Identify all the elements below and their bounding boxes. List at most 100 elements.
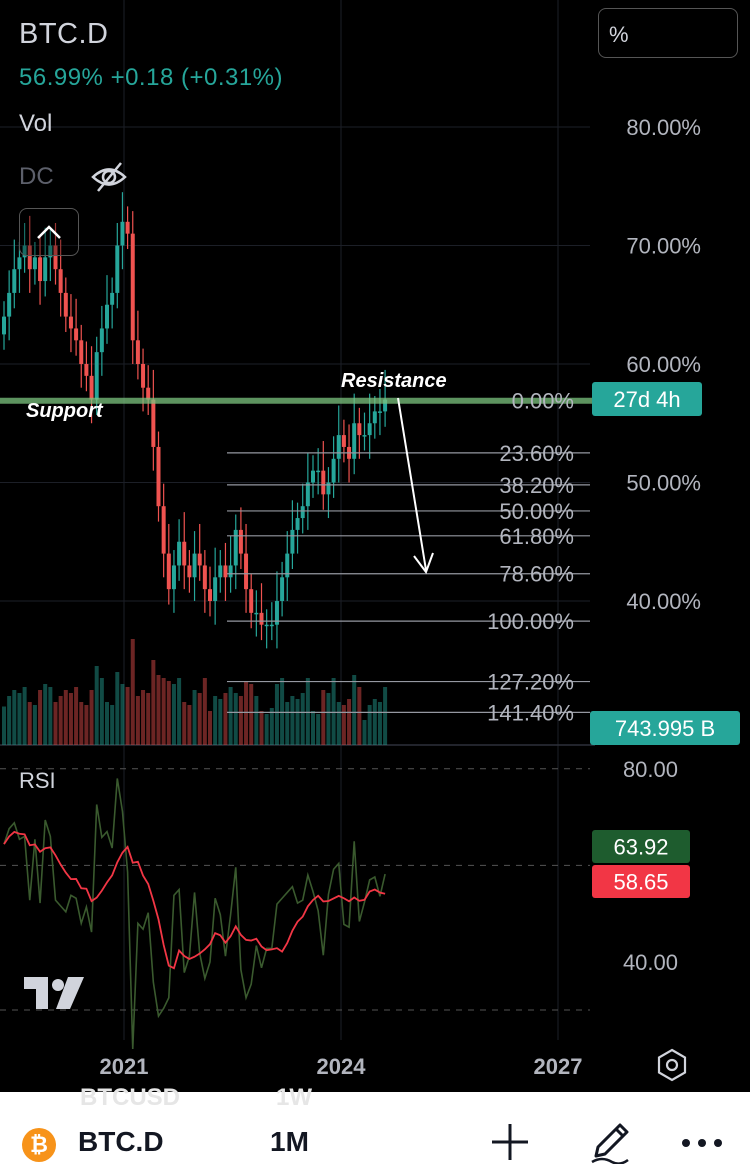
candle-body [130,233,135,341]
volume-badge-bg [590,711,740,745]
fib-label: 100.00% [487,609,574,634]
candle-body [79,340,84,364]
chart-settings-icon[interactable] [656,1048,688,1082]
volume-bar [321,690,326,745]
dc-indicator-label[interactable]: DC [19,163,54,190]
candle-body [187,565,192,578]
volume-bar [372,699,377,745]
volume-bar [135,696,140,745]
volume-bar [259,711,264,745]
candle-body [280,577,285,601]
ghost-timeframe: 1W [276,1084,312,1111]
volume-bar [274,684,279,745]
volume-bar [79,702,84,745]
volume-bar [264,714,269,745]
price-countdown-badge: 27d 4h [613,387,680,412]
volume-bar [233,693,238,745]
candle-body [2,316,6,335]
volume-bar [341,705,346,745]
candle-body [84,364,89,376]
candle-body [202,565,207,590]
volume-bar [12,690,17,745]
volume-bar [141,690,146,745]
volume-bar [208,711,212,745]
support-annotation: Support [26,400,104,422]
candle-body [223,565,228,578]
volume-bar [125,687,130,745]
candle-body [300,506,305,519]
candle-body [383,399,388,412]
candle-body [58,269,63,293]
candle-body [331,458,336,483]
candle-body [166,553,171,590]
volume-bar [326,693,331,745]
price-tick-label: 60.00% [626,352,701,377]
rsi-tick-label: 40.00 [623,950,678,975]
more-options-icon[interactable] [680,1128,724,1158]
candle-body [27,245,32,270]
candle-body [68,316,73,329]
volume-bar [213,696,218,745]
rsi-label[interactable]: RSI [19,768,56,793]
candle-body [259,612,264,625]
candle-body [105,304,109,329]
vol-indicator-label[interactable]: Vol [19,110,53,137]
draw-pen-icon[interactable] [588,1120,632,1164]
candle-body [94,352,99,400]
eye-off-icon[interactable] [90,160,128,194]
candle-body [151,399,156,447]
candle-body [89,375,94,400]
volume-bar [48,687,53,745]
volume-bar [187,705,192,745]
price-chart[interactable]: 0.00%23.60%38.20%50.00%61.80%78.60%100.0… [0,0,750,1092]
candle-body [285,553,290,578]
candle-body [38,257,43,282]
volume-bar [32,705,37,745]
volume-bar [156,675,161,745]
candle-body [372,411,377,424]
annotations: Support Resistance [26,370,447,575]
volume-bar [120,684,125,745]
x-tick-label: 2027 [534,1054,583,1079]
volume-bar [58,696,63,745]
bitcoin-icon: ₿ [22,1128,56,1162]
rsi-ma-badge: 58.65 [613,870,668,895]
volume-bar [115,672,120,745]
candle-body [341,435,346,447]
candle-body [233,529,238,566]
add-icon[interactable] [490,1122,530,1162]
volume-bar [2,706,6,745]
candle-body [316,470,321,473]
volume-bar [254,696,259,745]
candle-body [12,269,17,293]
percent-scale-button[interactable]: % [598,8,738,58]
candle-body [244,553,249,590]
candle-body [218,565,223,578]
volume-bar [362,720,367,745]
candle-body [305,482,310,507]
candle-body [367,423,372,436]
fib-label: 61.80% [499,524,574,549]
price-tick-label: 80.00% [626,115,701,140]
candle-body [264,624,269,627]
candle-body [197,553,202,566]
volume-bar [305,678,310,745]
symbol-title[interactable]: BTC.D [19,18,109,50]
candle-body [228,565,233,578]
candle-body [146,387,151,400]
volume-bar [228,687,233,745]
volume-bar [22,687,27,745]
candle-body [311,470,315,483]
timeframe-selector[interactable]: 1M [270,1126,309,1157]
candle-body [290,529,295,554]
symbol-selector[interactable]: BTC.D [78,1126,164,1157]
price-tick-label: 70.00% [626,234,701,259]
volume-bar [377,702,382,745]
fib-label: 23.60% [499,441,574,466]
volume-bar [352,675,357,745]
candle-body [110,292,115,305]
ghost-symbol: BTCUSD [80,1084,180,1111]
collapse-legend-button[interactable] [19,208,79,256]
volume-bar [151,660,156,745]
candle-body [208,589,212,601]
